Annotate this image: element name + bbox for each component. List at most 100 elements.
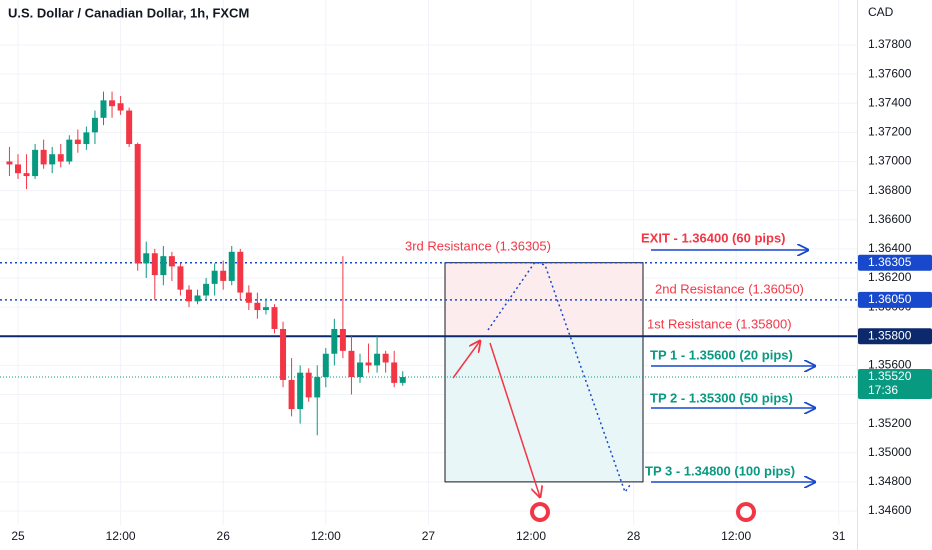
- candle-body: [245, 292, 252, 303]
- candle-body: [134, 144, 141, 264]
- y-tick-label: 1.37800: [868, 37, 912, 51]
- event-icon: [530, 502, 550, 522]
- arrow: [452, 341, 480, 379]
- zone-border: [444, 262, 644, 483]
- dotted-path: [487, 261, 631, 494]
- candle-body: [177, 266, 184, 290]
- candle-body: [314, 377, 321, 398]
- y-tick-label: 1.35600: [868, 358, 912, 372]
- annotation: TP 2 - 1.35300 (50 pips): [650, 390, 793, 405]
- price-label-bg: [858, 369, 932, 400]
- candle-body: [348, 350, 355, 378]
- candle-body: [57, 154, 64, 162]
- levels: [0, 261, 857, 378]
- arrow: [489, 342, 540, 497]
- candle-body: [288, 379, 295, 410]
- annotation: TP 3 - 1.34800 (100 pips): [645, 463, 795, 478]
- candle-body: [117, 103, 124, 111]
- price-label: 1.36305: [868, 255, 912, 269]
- y-tick-label: 1.35200: [868, 416, 912, 430]
- drawings: [452, 250, 815, 522]
- candle-body: [211, 270, 218, 284]
- y-tick-label: 1.36600: [868, 212, 912, 226]
- annotation: 3rd Resistance (1.36305): [405, 238, 551, 253]
- y-tick-label: 1.36400: [868, 241, 912, 255]
- annotation: 1st Resistance (1.35800): [647, 316, 792, 331]
- price-label-bg: [858, 328, 932, 345]
- candle-body: [382, 353, 389, 363]
- candle-body: [391, 362, 398, 383]
- price-label: 1.35800: [868, 328, 912, 342]
- event-icon: [736, 502, 756, 522]
- candle-body: [160, 256, 167, 276]
- candle-body: [100, 100, 107, 118]
- candle-body: [365, 362, 372, 366]
- candle-body: [151, 253, 158, 276]
- candle-body: [186, 289, 192, 302]
- candle-body: [126, 110, 133, 145]
- candle-body: [220, 270, 227, 281]
- x-tick-label: 12:00: [311, 529, 341, 543]
- candle-body: [203, 283, 210, 296]
- candle-body: [322, 353, 329, 378]
- candle-body: [357, 362, 363, 378]
- x-tick-label: 25: [11, 529, 25, 543]
- candle-body: [40, 149, 47, 165]
- chart-title: U.S. Dollar / Canadian Dollar, 1h, FXCM: [8, 5, 249, 20]
- candle-body: [32, 149, 39, 177]
- candle-body: [23, 173, 30, 177]
- price-label: 1.35520: [868, 369, 912, 383]
- y-tick-label: 1.34800: [868, 474, 912, 488]
- currency: CAD: [868, 5, 894, 19]
- price-label-bg: [858, 291, 932, 308]
- candle-body: [83, 132, 90, 145]
- candle-body: [228, 251, 235, 281]
- candle-body: [339, 328, 346, 351]
- candle-body: [6, 161, 13, 165]
- zone: [445, 336, 643, 482]
- candle-body: [254, 302, 261, 311]
- candle-body: [168, 256, 175, 267]
- candle-body: [49, 154, 56, 165]
- candle-body: [262, 307, 269, 311]
- candle-body: [66, 139, 73, 162]
- candle-body: [399, 377, 406, 383]
- x-tick-label: 12:00: [516, 529, 546, 543]
- candles: [6, 91, 406, 436]
- candle-body: [374, 353, 381, 366]
- y-tick-label: 1.36800: [868, 183, 912, 197]
- x-tick-label: 12:00: [106, 529, 136, 543]
- candle-body: [91, 117, 98, 133]
- candle-body: [305, 372, 312, 398]
- price-label-bg: [858, 254, 932, 271]
- candle-body: [280, 328, 287, 380]
- y-tick-label: 1.37600: [868, 66, 912, 80]
- annotation: EXIT - 1.36400 (60 pips): [641, 230, 786, 245]
- y-tick-label: 1.36200: [868, 270, 912, 284]
- candle-body: [74, 139, 81, 145]
- y-tick-label: 1.34600: [868, 503, 912, 517]
- candle-body: [271, 307, 278, 329]
- y-tick-label: 1.35000: [868, 445, 912, 459]
- annotation: 2nd Resistance (1.36050): [655, 281, 804, 296]
- candle-body: [297, 372, 304, 410]
- x-tick-label: 12:00: [721, 529, 751, 543]
- candle-body: [15, 164, 21, 174]
- y-tick-label: 1.37000: [868, 154, 912, 168]
- candle-body: [109, 100, 116, 107]
- candle-body: [237, 251, 244, 293]
- y-tick-label: 1.37400: [868, 95, 912, 109]
- candle-body: [331, 328, 338, 354]
- zones: [444, 262, 644, 483]
- x-tick-label: 26: [217, 529, 231, 543]
- candle-body: [143, 253, 150, 264]
- price-axis: 1.346001.348001.350001.352001.354001.356…: [11, 37, 932, 543]
- x-tick-label: 31: [832, 529, 846, 543]
- price-label: 1.36050: [868, 292, 912, 306]
- x-tick-label: 28: [627, 529, 641, 543]
- candle-body: [194, 295, 201, 302]
- countdown: 17:36: [868, 383, 898, 397]
- annotation: TP 1 - 1.35600 (20 pips): [650, 347, 793, 362]
- y-tick-label: 1.37200: [868, 125, 912, 139]
